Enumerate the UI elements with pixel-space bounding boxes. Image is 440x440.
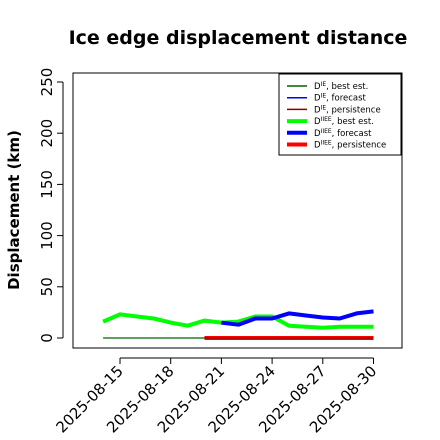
legend-label-main: D [314,141,321,151]
legend-label-sup: IIEE [321,140,332,147]
legend-label-rest: , persistence [332,141,387,151]
y-tick-label: 50 [38,277,56,296]
plot-frame [72,72,403,349]
y-axis: 0 50 100 150 200 250 [38,68,64,343]
y-tick-label: 200 [38,119,56,148]
legend-label-sup: IIEE [321,128,332,135]
y-axis-label: Displacement (km) [5,130,23,290]
legend-label-rest: , forecast [326,94,366,104]
legend-label-rest: , forecast [332,129,372,139]
legend-label: DIE, best est. [314,81,368,92]
legend-box [278,73,402,156]
y-tick-label: 150 [38,170,56,199]
series-line-4 [221,309,374,327]
y-tick-label: 0 [38,333,56,343]
legend-label-sup: IE [321,93,327,100]
chart-title: Ice edge displacement distance [69,27,408,49]
legend-label-main: D [314,105,321,115]
legend-label-sup: IE [321,104,327,111]
legend-label-main: D [314,94,321,104]
legend-label: DIE, forecast [314,93,367,104]
series-line-3 [102,312,374,330]
series-layer [102,309,374,340]
y-tick-label: 250 [38,68,56,97]
legend-label-rest: , persistence [326,105,381,115]
legend-label-rest: , best est. [332,117,374,127]
legend-label-main: D [314,82,321,92]
legend-label-sup: IE [321,81,327,88]
legend-label-rest: , best est. [326,82,368,92]
legend-label: DIIEE, forecast [314,128,372,139]
legend-label-main: D [314,117,321,127]
legend-label: DIIEE, persistence [314,140,386,151]
x-axis: 2025-08-152025-08-182025-08-212025-08-24… [52,357,380,436]
y-tick-label: 100 [38,221,56,250]
legend-label-main: D [314,129,321,139]
legend-label-sup: IIEE [321,116,332,123]
legend-label: DIIEE, best est. [314,116,374,127]
legend-label: DIE, persistence [314,104,381,115]
